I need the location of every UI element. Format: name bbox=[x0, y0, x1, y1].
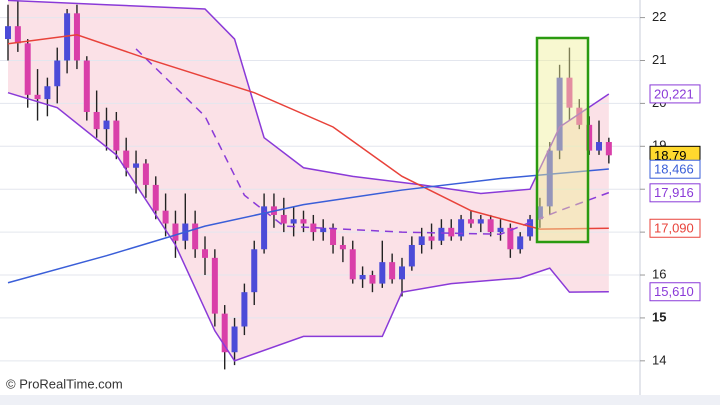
candle-body bbox=[64, 13, 71, 61]
candle-body bbox=[202, 249, 208, 258]
candle-body bbox=[231, 326, 238, 353]
candle-body bbox=[113, 120, 120, 151]
candle-body bbox=[93, 111, 100, 130]
candle-body bbox=[103, 120, 110, 130]
price-label: 18,466 bbox=[654, 162, 694, 177]
indicator-line bbox=[135, 48, 610, 236]
candle-body bbox=[527, 219, 534, 237]
candle-body bbox=[566, 77, 573, 108]
band-fill bbox=[8, 0, 609, 361]
indicator-line bbox=[7, 168, 609, 284]
candle-body bbox=[507, 227, 514, 250]
y-tick-label: 22 bbox=[652, 9, 666, 24]
candle-body bbox=[517, 236, 524, 250]
candle-body bbox=[142, 163, 149, 185]
candle-body bbox=[546, 150, 553, 207]
candle-body bbox=[221, 313, 228, 353]
bottom-strip bbox=[0, 395, 720, 405]
candle-body bbox=[5, 26, 11, 40]
highlight-box bbox=[535, 36, 590, 244]
candle-body bbox=[487, 219, 494, 233]
indicator-line bbox=[7, 0, 610, 195]
price-axis: 14151617181920212220,22118,7918,46617,91… bbox=[640, 9, 701, 367]
price-label-box bbox=[649, 218, 701, 238]
candle-body bbox=[83, 60, 90, 112]
candle-body bbox=[290, 219, 297, 224]
candle-body bbox=[418, 236, 425, 245]
candle-body bbox=[330, 227, 337, 245]
candle-body bbox=[251, 249, 258, 293]
candle-body bbox=[133, 163, 140, 168]
candle-body bbox=[320, 227, 327, 233]
candle-body bbox=[172, 223, 179, 241]
candle-body bbox=[349, 249, 356, 280]
candle-body bbox=[477, 219, 484, 224]
candle-body bbox=[389, 262, 396, 280]
candle-body bbox=[14, 26, 21, 44]
price-label: 20,221 bbox=[654, 86, 694, 101]
candle-body bbox=[123, 150, 130, 168]
candle-body bbox=[339, 244, 346, 250]
y-tick-label: 16 bbox=[652, 266, 666, 281]
candle-body bbox=[379, 262, 386, 284]
candle-body bbox=[576, 107, 583, 125]
candle-body bbox=[428, 236, 435, 241]
candle-body bbox=[261, 206, 268, 250]
candle-body bbox=[152, 184, 159, 211]
candle-body bbox=[192, 223, 199, 250]
indicator-line bbox=[7, 91, 609, 362]
candle-body bbox=[241, 292, 248, 327]
price-label: 15,610 bbox=[654, 284, 694, 299]
candle-body bbox=[211, 257, 218, 314]
price-label: 17,090 bbox=[654, 221, 694, 236]
y-tick-label: 21 bbox=[652, 52, 666, 67]
plot-area bbox=[0, 0, 640, 370]
price-label: 18,79 bbox=[654, 148, 687, 163]
candle-body bbox=[300, 219, 307, 224]
candle-body bbox=[44, 86, 51, 100]
indicator-line bbox=[7, 33, 609, 230]
y-tick-label: 15 bbox=[652, 309, 666, 324]
price-label-box bbox=[649, 84, 701, 104]
y-tick-label: 14 bbox=[652, 352, 666, 367]
price-label-box bbox=[649, 282, 701, 302]
price-label-box bbox=[649, 183, 701, 203]
watermark: © ProRealTime.com bbox=[6, 376, 123, 391]
candle-body bbox=[73, 13, 80, 61]
candle-body bbox=[280, 214, 287, 224]
candle-body bbox=[596, 142, 602, 151]
candle-body bbox=[34, 94, 41, 100]
candle-body bbox=[448, 227, 455, 237]
candle-body bbox=[369, 275, 376, 284]
candle-body bbox=[497, 227, 504, 233]
candle-body bbox=[536, 206, 543, 220]
candle-body bbox=[54, 60, 61, 87]
candle-body bbox=[310, 223, 317, 233]
price-label: 17,916 bbox=[654, 185, 694, 200]
candle-body bbox=[458, 219, 465, 237]
candle-body bbox=[408, 244, 415, 267]
candle-body bbox=[556, 77, 563, 151]
candle-body bbox=[467, 219, 474, 224]
candle-body bbox=[399, 266, 405, 280]
candle-body bbox=[24, 43, 31, 95]
candle-body bbox=[162, 210, 169, 224]
candle-body bbox=[438, 227, 445, 241]
candle-body bbox=[359, 275, 366, 280]
candle-body bbox=[605, 142, 612, 156]
price-label-box bbox=[649, 159, 701, 179]
